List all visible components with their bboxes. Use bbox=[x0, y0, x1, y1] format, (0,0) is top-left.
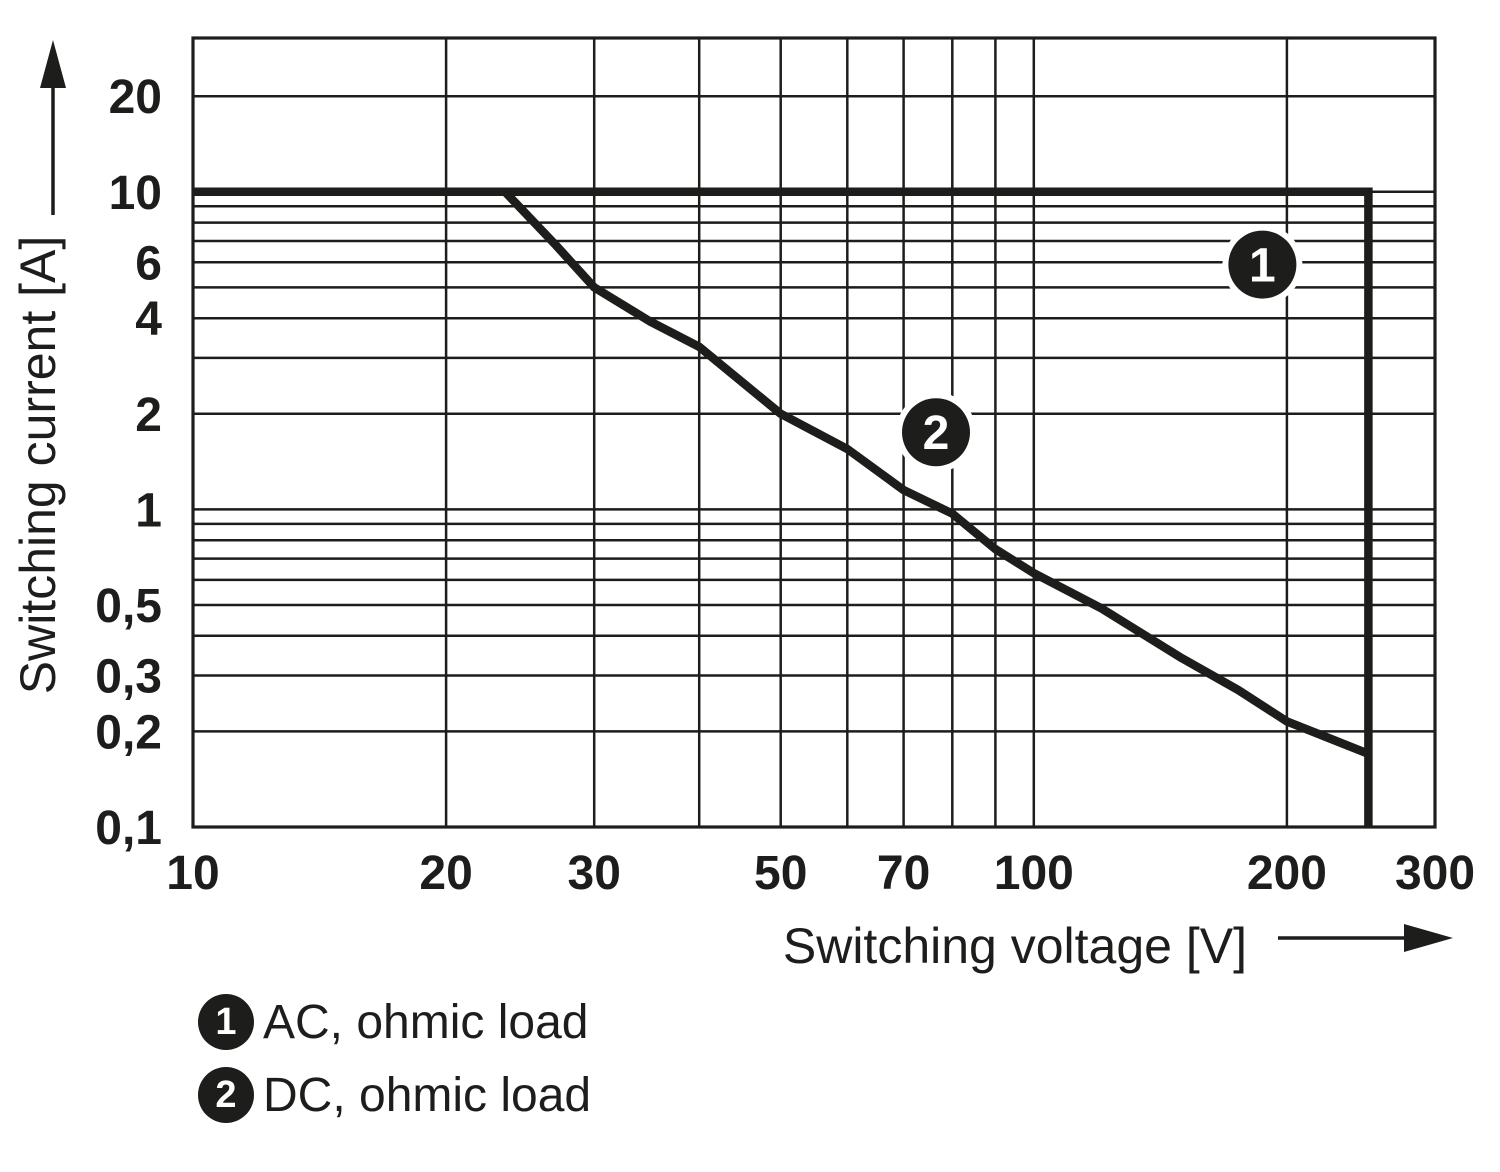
plot-border bbox=[191, 36, 1437, 829]
curve-1-marker bbox=[1228, 230, 1297, 299]
y-tick-20: 20 bbox=[109, 71, 162, 124]
y-axis-title: Switching current [A] bbox=[10, 236, 66, 695]
x-tick-300: 300 bbox=[1395, 847, 1475, 900]
curve-2-marker bbox=[902, 398, 971, 467]
y-tick-0,5: 0,5 bbox=[95, 580, 162, 633]
legend-label-dc: DC, ohmic load bbox=[263, 1068, 592, 1122]
x-tick-50: 50 bbox=[754, 847, 807, 900]
x-tick-100: 100 bbox=[994, 847, 1074, 900]
y-tick-1: 1 bbox=[135, 484, 162, 537]
y-tick-10: 10 bbox=[109, 167, 162, 220]
x-axis-title: Switching voltage [V] bbox=[783, 918, 1247, 974]
legend: 1 AC, ohmic load 2 DC, ohmic load bbox=[198, 994, 591, 1140]
y-tick-4: 4 bbox=[135, 293, 162, 346]
y-tick-6: 6 bbox=[135, 237, 162, 290]
legend-label-ac: AC, ohmic load bbox=[263, 995, 589, 1049]
x-tick-200: 200 bbox=[1247, 847, 1327, 900]
curve-2-marker-label: 2 bbox=[923, 407, 950, 460]
y-tick-0,1: 0,1 bbox=[95, 802, 162, 855]
x-tick-30: 30 bbox=[568, 847, 621, 900]
y-axis-arrow-up-icon bbox=[40, 40, 66, 88]
y-tick-0,3: 0,3 bbox=[95, 651, 162, 704]
curve-1-line bbox=[193, 187, 1373, 827]
y-tick-2: 2 bbox=[135, 389, 162, 442]
x-tick-10: 10 bbox=[166, 847, 219, 900]
y-tick-0,2: 0,2 bbox=[95, 706, 162, 759]
legend-item-dc: 2 DC, ohmic load bbox=[198, 1067, 591, 1123]
legend-item-ac: 1 AC, ohmic load bbox=[198, 994, 591, 1050]
x-tick-70: 70 bbox=[877, 847, 930, 900]
curve-2-badge-icon: 2 bbox=[198, 1067, 254, 1123]
x-axis-arrow-right-icon bbox=[1404, 924, 1453, 952]
curve-1-marker-label: 1 bbox=[1249, 240, 1276, 293]
x-tick-20: 20 bbox=[419, 847, 472, 900]
curve-2-line bbox=[501, 188, 1370, 758]
curve-1-badge-icon: 1 bbox=[198, 994, 254, 1050]
